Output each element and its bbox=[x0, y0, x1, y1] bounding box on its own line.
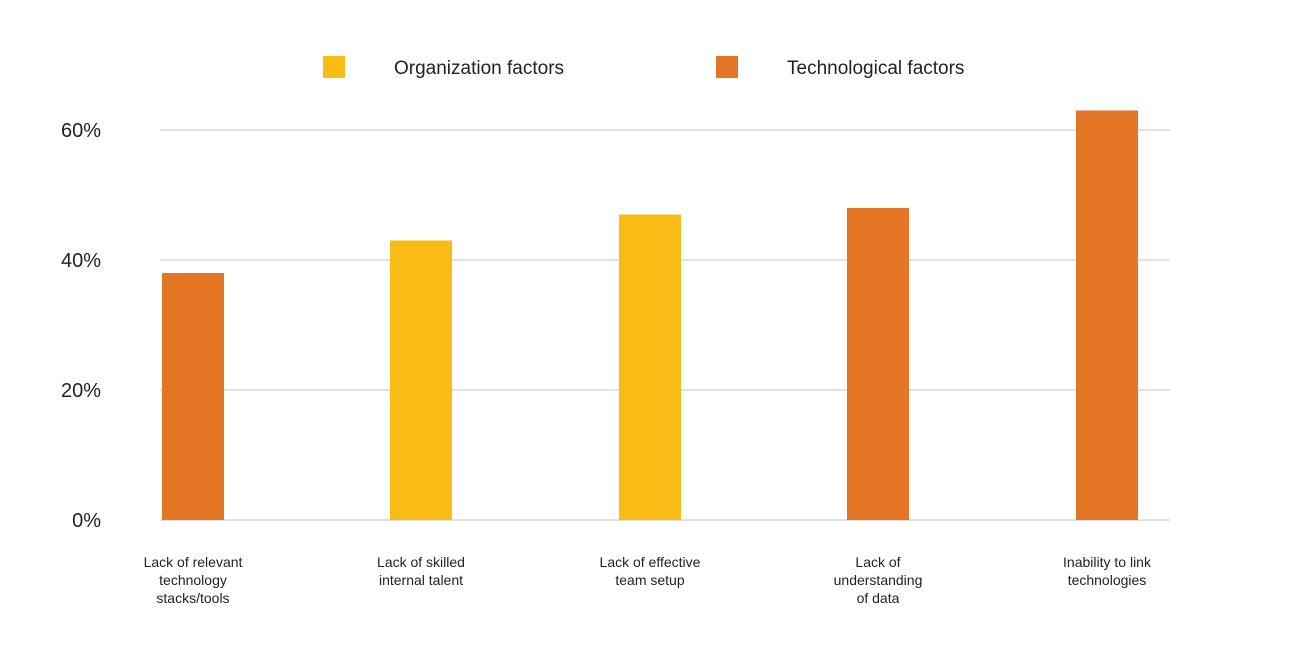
x-tick-label-line: technologies bbox=[1068, 572, 1147, 588]
x-tick-label-line: internal talent bbox=[379, 572, 463, 588]
x-tick-label: Lack of understanding of data bbox=[834, 554, 923, 606]
legend-label: Technological factors bbox=[787, 58, 964, 79]
x-tick-label-line: Lack of effective bbox=[600, 554, 701, 570]
y-tick-label: 0% bbox=[72, 510, 101, 532]
x-tick-label-line: team setup bbox=[615, 572, 684, 588]
x-tick-label-line: of data bbox=[857, 590, 900, 606]
y-tick-label: 20% bbox=[61, 380, 101, 402]
bar bbox=[619, 214, 681, 520]
x-tick-label-line: Lack of relevant bbox=[144, 554, 243, 570]
y-axis: 0% 20% 40% 60% bbox=[61, 120, 101, 532]
x-axis: Lack of relevant technology stacks/toolsLa… bbox=[144, 554, 1152, 606]
x-tick-label-line: Lack of bbox=[855, 554, 900, 570]
bar bbox=[1076, 110, 1138, 520]
y-tick-label: 60% bbox=[61, 120, 101, 142]
x-tick-label-line: technology bbox=[159, 572, 227, 588]
bar bbox=[162, 273, 224, 520]
x-tick-label: Inability to link technologies bbox=[1063, 554, 1152, 588]
bar bbox=[390, 240, 452, 520]
legend-swatch bbox=[716, 56, 738, 78]
bars bbox=[162, 110, 1138, 520]
x-tick-label: Lack of skilled internal talent bbox=[377, 554, 465, 588]
x-tick-label-line: Lack of skilled bbox=[377, 554, 465, 570]
x-tick-label-line: understanding bbox=[834, 572, 923, 588]
x-tick-label-line: Inability to link bbox=[1063, 554, 1152, 570]
y-tick-label: 40% bbox=[61, 250, 101, 272]
x-tick-label: Lack of effective team setup bbox=[600, 554, 701, 588]
legend-label: Organization factors bbox=[394, 58, 564, 79]
legend: Organization factors Technological factor… bbox=[323, 56, 964, 79]
legend-swatch bbox=[323, 56, 345, 78]
x-tick-label-line: stacks/tools bbox=[156, 590, 229, 606]
bar bbox=[847, 208, 909, 520]
x-tick-label: Lack of relevant technology stacks/tools bbox=[144, 554, 243, 606]
